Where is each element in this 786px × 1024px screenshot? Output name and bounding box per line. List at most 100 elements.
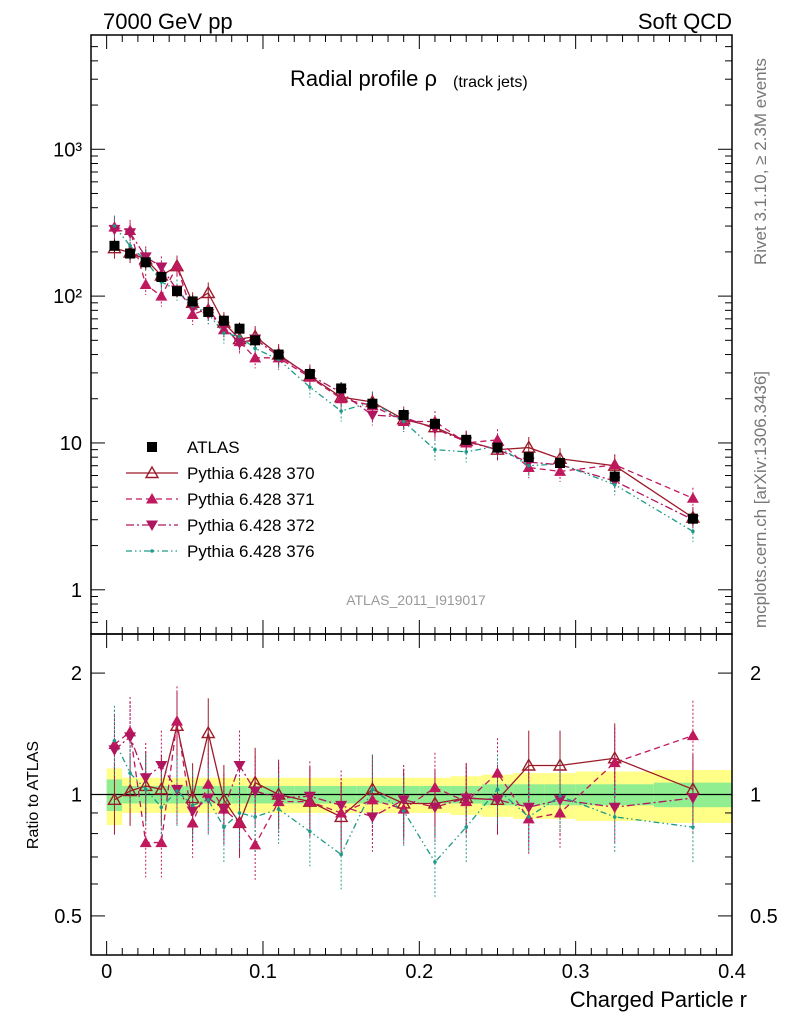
ratio-series-point	[428, 781, 441, 793]
ratio-series-point	[401, 809, 406, 813]
atlas-data-point	[140, 257, 151, 268]
atlas-data-point	[250, 335, 261, 346]
main-series-point	[464, 450, 469, 454]
legend-marker	[146, 493, 158, 504]
ratio-series-point	[339, 852, 343, 857]
ratio-series-point	[233, 761, 246, 772]
main-series-point	[237, 334, 242, 339]
atlas-data-point	[492, 442, 503, 453]
legend-marker	[144, 465, 160, 479]
atlas-data-point	[304, 368, 315, 379]
ratio-y-tick-label-right: 2	[750, 663, 761, 685]
ratio-series-point	[526, 815, 531, 819]
ratio-y-axis-title: Ratio to ATLAS	[25, 741, 42, 849]
main-series-point	[612, 482, 617, 487]
ratio-series-point	[365, 781, 380, 795]
analysis-tag: ATLAS_2011_I919017	[346, 592, 486, 608]
ratio-series-point	[159, 805, 164, 810]
ratio-series-point	[335, 806, 348, 818]
ratio-series-line	[114, 721, 694, 847]
ratio-frame	[90, 633, 733, 956]
x-tick-label: 0.3	[562, 961, 590, 983]
main-series-point	[401, 419, 406, 424]
main-y-tick-label: 1	[71, 580, 82, 602]
legend: ATLAS Pythia 6.428 370 Pythia 6.428 371 Pyt…	[126, 438, 315, 561]
ratio-series-point	[522, 802, 535, 814]
ratio-series-point	[154, 781, 169, 795]
main-series-point	[233, 338, 246, 349]
main-series-point	[139, 278, 152, 289]
atlas-data-point	[109, 240, 120, 251]
ratio-y-tick-labels: 0.5 0.5 1 1 2 2	[54, 663, 778, 928]
ratio-series-point	[366, 812, 379, 823]
ratio-series-point	[495, 787, 500, 792]
legend-label: Pythia 6.428 376	[187, 542, 315, 561]
main-series-line	[113, 225, 694, 532]
ratio-series-point	[460, 793, 473, 805]
main-series-point	[249, 351, 262, 363]
main-series-point	[608, 458, 621, 470]
main-series-point	[128, 244, 132, 248]
ratio-series-point	[202, 778, 215, 789]
ratio-series-point	[335, 800, 348, 812]
main-series-point	[308, 385, 312, 389]
main-series-point	[124, 228, 137, 239]
main-y-tick-label: 10³	[53, 139, 82, 161]
ratio-series-point	[155, 761, 168, 772]
main-panel: Radial profile ρ (track jets) ATLAS_2011…	[53, 34, 733, 635]
main-series-point	[526, 463, 531, 468]
main-series-point	[253, 346, 257, 351]
main-series-point	[686, 492, 699, 503]
ratio-series-point	[201, 725, 216, 739]
main-series-lines	[113, 225, 694, 532]
x-tick-label: 0	[101, 961, 112, 983]
ratio-series-point	[276, 807, 281, 811]
atlas-data-point	[367, 398, 378, 409]
ratio-axis-ticks	[91, 634, 733, 956]
main-series-point	[155, 262, 168, 273]
ratio-series-point	[370, 787, 375, 792]
ratio-series-point	[186, 816, 199, 828]
legend-marker	[147, 442, 157, 452]
ratio-series-point	[206, 798, 211, 802]
x-tick-label: 0.1	[249, 961, 277, 983]
ratio-series-point	[237, 811, 242, 815]
atlas-data-point	[125, 248, 136, 259]
ratio-series-line	[114, 725, 694, 825]
ratio-series-point	[249, 838, 262, 850]
atlas-data-point	[218, 315, 229, 326]
legend-label: Pythia 6.428 370	[187, 464, 315, 483]
x-tick-labels: 0 0.1 0.2 0.3 0.4	[101, 961, 746, 983]
main-series-point	[691, 529, 695, 534]
ratio-series-point	[608, 756, 621, 768]
main-series-line	[114, 247, 694, 519]
ratio-series-point	[686, 793, 699, 805]
ratio-markers	[107, 715, 701, 864]
main-axis-ticks	[91, 34, 733, 635]
ratio-series-point	[397, 795, 410, 806]
main-series-point	[201, 285, 216, 299]
ratio-series-point	[366, 793, 379, 805]
main-markers	[107, 221, 701, 534]
ratio-series-line	[113, 740, 693, 864]
ratio-series-point	[521, 758, 536, 771]
ratio-series-point	[170, 715, 183, 726]
ratio-series-point	[139, 836, 152, 848]
ratio-uncertainty-band	[91, 768, 732, 826]
main-series-point	[339, 409, 343, 413]
atlas-data-point	[687, 513, 698, 524]
main-y-tick-labels: 1 10 10² 10³	[53, 139, 82, 602]
legend-label: Pythia 6.428 371	[187, 490, 315, 509]
ratio-series-point	[253, 815, 257, 819]
ratio-series-point	[303, 791, 316, 803]
ratio-panel: 0.5 0.51 12 2 0 0.1 0.2 0.3 0.4 Ratio to ATLAS …	[25, 633, 778, 1012]
main-title: Radial profile ρ	[290, 66, 437, 91]
ratio-series-point	[686, 729, 699, 741]
atlas-data-point	[398, 410, 409, 421]
main-series-point	[521, 440, 536, 453]
ratio-series-point	[217, 804, 230, 816]
ratio-series-point	[122, 783, 138, 797]
legend-label: ATLAS	[187, 438, 240, 457]
ratio-series-point	[272, 793, 285, 805]
process-label: Soft QCD	[638, 9, 732, 34]
